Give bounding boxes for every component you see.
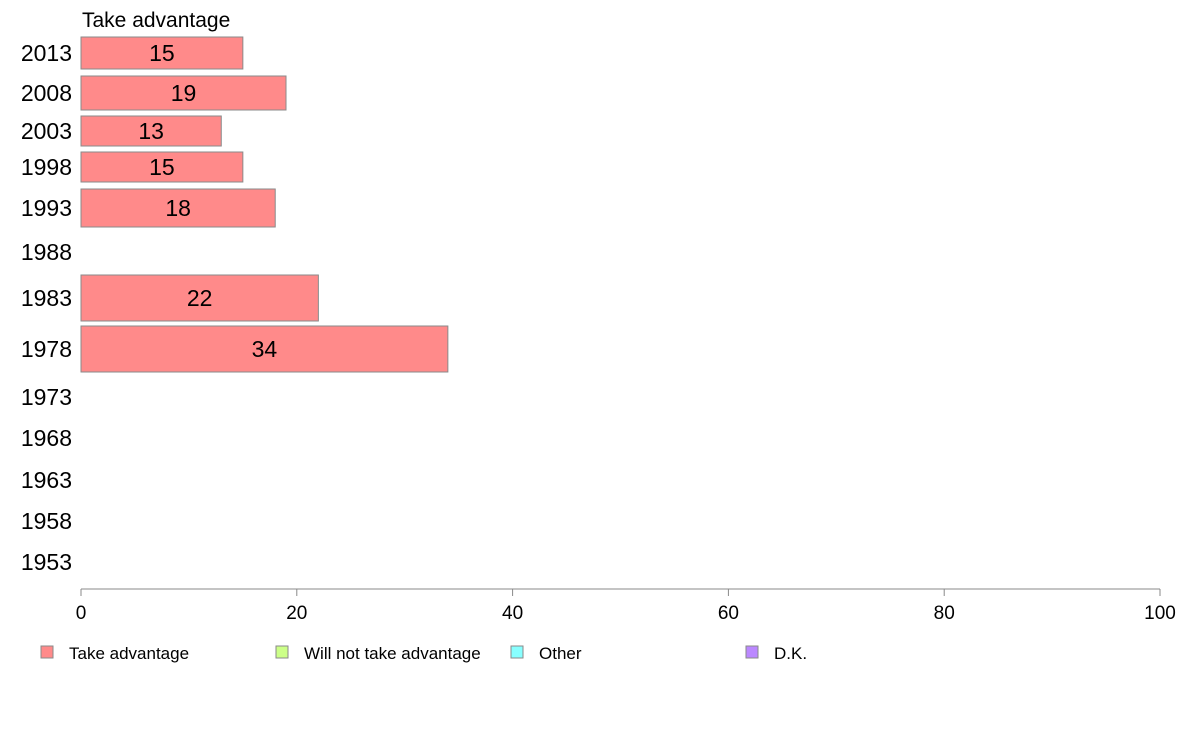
legend: Take advantage Will not take advantage Oth… <box>40 644 807 663</box>
category-label-1968: 1968 <box>21 425 72 451</box>
legend-label-will-not-take-advantage: Will not take advantage <box>304 644 481 663</box>
data-label-2003: 13 <box>138 118 164 144</box>
category-label-1973: 1973 <box>21 384 72 410</box>
legend-swatch-d-k <box>745 645 759 659</box>
category-label-1963: 1963 <box>21 467 72 493</box>
bar-1993 <box>80 188 276 228</box>
category-label-1983: 1983 <box>21 285 72 311</box>
category-label-1988: 1988 <box>21 239 72 265</box>
x-tick-label-100: 100 <box>1144 603 1176 624</box>
category-label-1958: 1958 <box>21 508 72 534</box>
x-axis: 0 20 40 60 80 100 <box>76 588 1176 624</box>
bar-2008 <box>80 75 287 111</box>
legend-swatch-other <box>510 645 524 659</box>
category-label-1993: 1993 <box>21 195 72 221</box>
category-label-1998: 1998 <box>21 154 72 180</box>
category-label-2008: 2008 <box>21 80 72 106</box>
bar-1978 <box>80 325 449 373</box>
x-tick-label-40: 40 <box>502 603 523 624</box>
category-label-1978: 1978 <box>21 336 72 362</box>
x-tick-label-80: 80 <box>934 603 955 624</box>
data-label-1993: 18 <box>165 195 191 221</box>
legend-swatch-will-not-take-advantage <box>275 645 289 659</box>
legend-label-d-k: D.K. <box>774 644 807 663</box>
x-tick-label-20: 20 <box>286 603 307 624</box>
bar-2003 <box>80 115 222 147</box>
data-label-2008: 19 <box>171 80 197 106</box>
data-label-2013: 15 <box>149 40 175 66</box>
category-label-2003: 2003 <box>21 118 72 144</box>
bar-1998 <box>80 151 244 183</box>
category-labels: 2013 2008 2003 1998 1993 1988 1983 1978 1973 1968… <box>21 40 72 575</box>
category-label-2013: 2013 <box>21 40 72 66</box>
bars-layer: 15 19 13 15 18 22 34 <box>80 36 449 373</box>
category-label-1953: 1953 <box>21 549 72 575</box>
legend-label-other: Other <box>539 644 582 663</box>
bar-2013 <box>80 36 244 70</box>
x-tick-label-60: 60 <box>718 603 739 624</box>
legend-label-take-advantage: Take advantage <box>69 644 189 663</box>
data-label-1998: 15 <box>149 154 175 180</box>
data-label-1983: 22 <box>187 285 213 311</box>
bar-1983 <box>80 274 319 322</box>
legend-swatch-take-advantage <box>40 645 54 659</box>
data-label-1978: 34 <box>252 336 278 362</box>
chart-title: Take advantage <box>82 9 230 32</box>
x-tick-label-0: 0 <box>76 603 87 624</box>
